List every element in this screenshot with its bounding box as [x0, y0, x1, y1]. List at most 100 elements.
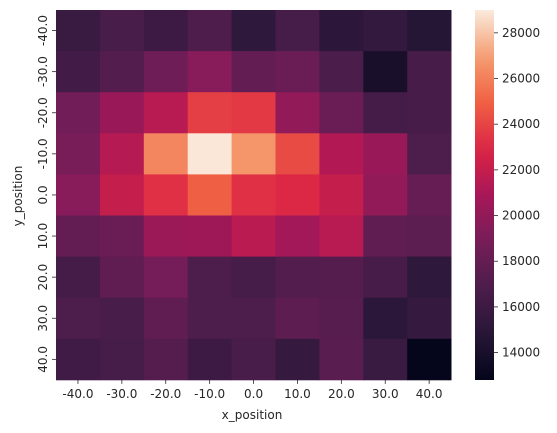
- colorbar-tick-label: 28000: [502, 26, 540, 40]
- heatmap-cells: [56, 10, 452, 381]
- heatmap-cell: [99, 10, 145, 52]
- heatmap-cell: [187, 174, 232, 216]
- heatmap-cell: [407, 215, 452, 257]
- heatmap-cell: [56, 338, 101, 381]
- heatmap-cell: [99, 297, 145, 340]
- heatmap-cell: [319, 133, 364, 175]
- y-tick-label: -20.0: [36, 97, 50, 128]
- heatmap-cell: [275, 92, 320, 134]
- heatmap-cell: [275, 215, 320, 257]
- heatmap-cell: [319, 256, 364, 299]
- heatmap-cell: [231, 215, 276, 257]
- heatmap-cell: [187, 215, 232, 257]
- heatmap-cell: [319, 174, 364, 216]
- y-axis-label: y_position: [11, 166, 25, 227]
- y-tick-label: 10.0: [36, 223, 50, 250]
- heatmap-cell: [56, 256, 101, 299]
- y-tick-label: 20.0: [36, 264, 50, 291]
- heatmap-cell: [143, 51, 189, 93]
- heatmap-cell: [56, 10, 101, 52]
- colorbar: [475, 10, 494, 380]
- heatmap-cell: [187, 133, 232, 175]
- heatmap-cell: [275, 174, 320, 216]
- heatmap-cell: [99, 256, 145, 299]
- heatmap-cell: [407, 297, 452, 340]
- heatmap-cell: [99, 51, 145, 93]
- heatmap-cell: [56, 92, 101, 134]
- heatmap-cell: [56, 51, 101, 93]
- heatmap-cell: [231, 256, 276, 299]
- colorbar-tick-label: 26000: [502, 72, 540, 86]
- colorbar-tick-label: 18000: [502, 254, 540, 268]
- heatmap-cell: [187, 10, 232, 52]
- heatmap-cell: [231, 92, 276, 134]
- colorbar-tick-label: 20000: [502, 209, 540, 223]
- heatmap-cell: [143, 10, 189, 52]
- heatmap-cell: [143, 256, 189, 299]
- heatmap-cell: [187, 256, 232, 299]
- heatmap-cell: [231, 51, 276, 93]
- heatmap-cell: [319, 92, 364, 134]
- heatmap-cell: [99, 92, 145, 134]
- heatmap-cell: [363, 51, 408, 93]
- heatmap-cell: [275, 256, 320, 299]
- heatmap-cell: [363, 10, 408, 52]
- heatmap-cell: [56, 174, 101, 216]
- colorbar-tick-label: 24000: [502, 117, 540, 131]
- heatmap-cell: [319, 51, 364, 93]
- heatmap-cell: [363, 133, 408, 175]
- colorbar-ticks: 14000 16000 18000 20000 22000 24000 26000 28000: [494, 26, 540, 360]
- x-tick-label: 20.0: [328, 387, 355, 401]
- x-tick-label: -20.0: [150, 387, 181, 401]
- x-axis-ticks: -40.0 -30.0 -20.0 -10.0 0.0 10.0 20.0 30.0 40.0: [62, 379, 443, 401]
- heatmap-cell: [231, 133, 276, 175]
- colorbar-tick-label: 16000: [502, 300, 540, 314]
- y-tick-label: 0.0: [36, 185, 50, 204]
- heatmap-cell: [99, 215, 145, 257]
- heatmap-cell: [319, 297, 364, 340]
- heatmap-cell: [143, 133, 189, 175]
- heatmap-cell: [407, 92, 452, 134]
- heatmap-cell: [231, 10, 276, 52]
- heatmap-cell: [56, 215, 101, 257]
- heatmap-cell: [143, 92, 189, 134]
- y-tick-label: 30.0: [36, 305, 50, 332]
- heatmap-cell: [143, 215, 189, 257]
- x-tick-label: -10.0: [194, 387, 225, 401]
- x-tick-label: 40.0: [416, 387, 443, 401]
- heatmap-cell: [407, 338, 452, 381]
- heatmap-cell: [363, 256, 408, 299]
- x-tick-label: -30.0: [106, 387, 137, 401]
- colorbar-tick-label: 22000: [502, 163, 540, 177]
- heatmap-cell: [407, 51, 452, 93]
- heatmap-cell: [407, 10, 452, 52]
- heatmap-cell: [363, 92, 408, 134]
- heatmap-cell: [275, 51, 320, 93]
- y-tick-label: -10.0: [36, 138, 50, 169]
- x-tick-label: 10.0: [284, 387, 311, 401]
- heatmap-cell: [231, 297, 276, 340]
- heatmap-cell: [187, 92, 232, 134]
- heatmap-cell: [187, 338, 232, 381]
- heatmap-cell: [407, 256, 452, 299]
- y-axis-ticks: -40.0 -30.0 -20.0 -10.0 0.0 10.0 20.0 30.0 40.0: [36, 15, 56, 373]
- heatmap-cell: [319, 215, 364, 257]
- x-tick-label: 0.0: [244, 387, 263, 401]
- x-axis-label: x_position: [222, 408, 283, 422]
- heatmap-cell: [143, 297, 189, 340]
- heatmap-cell: [363, 174, 408, 216]
- heatmap-cell: [275, 10, 320, 52]
- heatmap-cell: [231, 338, 276, 381]
- heatmap-cell: [143, 174, 189, 216]
- heatmap-cell: [275, 297, 320, 340]
- heatmap-cell: [319, 10, 364, 52]
- heatmap-cell: [363, 215, 408, 257]
- heatmap-cell: [319, 338, 364, 381]
- heatmap-cell: [187, 51, 232, 93]
- heatmap-cell: [56, 297, 101, 340]
- heatmap-cell: [407, 174, 452, 216]
- x-tick-label: -40.0: [62, 387, 93, 401]
- heatmap-cell: [99, 133, 145, 175]
- y-tick-label: -40.0: [36, 15, 50, 46]
